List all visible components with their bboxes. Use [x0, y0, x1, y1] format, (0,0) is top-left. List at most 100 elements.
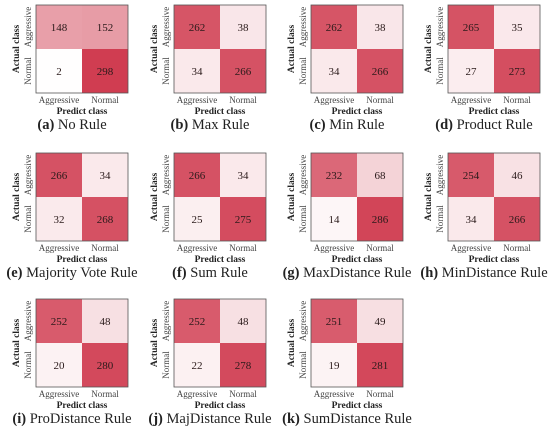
- matrix-cell: [357, 299, 403, 343]
- cell-value-label: 49: [375, 316, 387, 328]
- x-tick-label: Normal: [503, 243, 531, 253]
- panel-caption: (d) Product Rule: [416, 117, 550, 134]
- y-axis-title: Actual class: [424, 25, 434, 74]
- caption-text: MaxDistance Rule: [299, 265, 412, 281]
- confusion-matrix-svg: 254 46 34 266 Aggressive Normal Predict class A…: [424, 152, 541, 265]
- cell-value-label: 152: [97, 22, 114, 34]
- x-tick-label: Aggressive: [39, 95, 80, 105]
- panel-caption: (k) SumDistance Rule: [279, 411, 415, 428]
- confusion-matrix-svg: 266 34 25 275 Aggressive Normal Predict class A…: [150, 152, 267, 265]
- matrix-cell: [494, 5, 540, 49]
- cell-value-label: 38: [375, 22, 387, 34]
- y-tick-label: Aggressive: [161, 7, 171, 48]
- confusion-matrix-svg: 148 152 2 298 Aggressive Normal Predict class A…: [12, 4, 129, 117]
- x-tick-label: Normal: [91, 95, 119, 105]
- caption-label: (f): [172, 265, 187, 281]
- cell-value-label: 275: [235, 214, 252, 226]
- matrix-cell: [174, 153, 220, 197]
- caption-text: MajDistance Rule: [162, 411, 272, 427]
- x-tick-label: Aggressive: [314, 389, 355, 399]
- panel-caption: (j) MajDistance Rule: [142, 411, 278, 428]
- matrix-border: [35, 298, 129, 388]
- confusion-matrix-panel: 262 38 34 266 Aggressive Normal Predict class A…: [279, 0, 415, 148]
- y-axis-title: Actual class: [287, 319, 297, 368]
- matrix-border: [310, 152, 404, 242]
- matrix-cell: [220, 197, 266, 241]
- matrix-cell: [311, 5, 357, 49]
- matrix-cell: [311, 49, 357, 93]
- confusion-matrix-panel: 251 49 19 281 Aggressive Normal Predict class A…: [279, 294, 415, 442]
- caption-label: (d): [435, 117, 453, 133]
- confusion-matrix-panel: 232 68 14 286 Aggressive Normal Predict class A…: [279, 148, 415, 296]
- cell-value-label: 251: [326, 316, 343, 328]
- x-tick-label: Aggressive: [314, 243, 355, 253]
- confusion-matrix-panel: 266 34 32 268 Aggressive Normal Predict class A…: [4, 148, 140, 296]
- matrix-border: [447, 4, 541, 94]
- cell-value-label: 280: [97, 360, 114, 372]
- caption-text: MinDistance Rule: [438, 265, 548, 281]
- panel-caption: (a) No Rule: [4, 117, 140, 134]
- confusion-matrix-panel: 254 46 34 266 Aggressive Normal Predict class A…: [416, 148, 550, 296]
- matrix-cell: [357, 153, 403, 197]
- y-tick-label: Normal: [298, 205, 308, 233]
- caption-text: Sum Rule: [186, 265, 248, 281]
- x-axis-title: Predict class: [195, 255, 246, 265]
- matrix-cell: [494, 197, 540, 241]
- matrix-cell: [311, 299, 357, 343]
- matrix-cell: [357, 5, 403, 49]
- matrix-cell: [448, 197, 494, 241]
- confusion-matrix-panel: 148 152 2 298 Aggressive Normal Predict class A…: [4, 0, 140, 148]
- panel-caption: (i) ProDistance Rule: [4, 411, 140, 428]
- confusion-matrix-svg: 232 68 14 286 Aggressive Normal Predict class A…: [287, 152, 404, 265]
- cell-value-label: 48: [238, 316, 250, 328]
- matrix-cell: [311, 197, 357, 241]
- caption-label: (b): [170, 117, 189, 133]
- y-tick-label: Normal: [435, 57, 445, 85]
- confusion-matrix-svg: 262 38 34 266 Aggressive Normal Predict class A…: [287, 4, 404, 117]
- y-axis-title: Actual class: [287, 25, 297, 74]
- matrix-cell: [220, 49, 266, 93]
- caption-text: Min Rule: [325, 117, 385, 133]
- cell-value-label: 281: [372, 360, 389, 372]
- x-tick-label: Aggressive: [177, 243, 218, 253]
- y-axis-title: Actual class: [150, 319, 160, 368]
- cell-value-label: 148: [51, 22, 68, 34]
- y-tick-label: Aggressive: [298, 155, 308, 196]
- y-tick-label: Normal: [435, 205, 445, 233]
- cell-value-label: 34: [100, 170, 112, 182]
- x-tick-label: Aggressive: [39, 389, 80, 399]
- x-tick-label: Aggressive: [39, 243, 80, 253]
- matrix-cell: [220, 153, 266, 197]
- y-axis-title: Actual class: [150, 173, 160, 222]
- confusion-matrix-svg: 252 48 22 278 Aggressive Normal Predict class A…: [150, 298, 267, 411]
- caption-label: (i): [12, 411, 27, 427]
- y-axis-title: Actual class: [12, 319, 22, 368]
- matrix-cell: [357, 197, 403, 241]
- matrix-border: [173, 152, 267, 242]
- caption-text: Majority Vote Rule: [22, 265, 138, 281]
- y-axis-title: Actual class: [424, 173, 434, 222]
- cell-value-label: 34: [466, 214, 478, 226]
- panel-caption: (f) Sum Rule: [142, 265, 278, 282]
- panel-caption: (e) Majority Vote Rule: [4, 265, 140, 282]
- cell-value-label: 27: [466, 66, 478, 78]
- x-tick-label: Normal: [229, 95, 257, 105]
- cell-value-label: 266: [189, 170, 206, 182]
- cell-value-label: 262: [189, 22, 206, 34]
- x-axis-title: Predict class: [57, 401, 108, 411]
- x-axis-title: Predict class: [332, 107, 383, 117]
- matrix-border: [35, 4, 129, 94]
- y-tick-label: Aggressive: [161, 301, 171, 342]
- cell-value-label: 32: [54, 214, 65, 226]
- x-axis-title: Predict class: [332, 401, 383, 411]
- y-tick-label: Aggressive: [298, 301, 308, 342]
- y-tick-label: Aggressive: [161, 155, 171, 196]
- caption-label: (k): [282, 411, 300, 427]
- x-tick-label: Aggressive: [451, 95, 492, 105]
- cell-value-label: 46: [512, 170, 524, 182]
- caption-label: (j): [148, 411, 163, 427]
- y-tick-label: Normal: [298, 351, 308, 379]
- y-tick-label: Normal: [161, 205, 171, 233]
- confusion-matrix-svg: 265 35 27 273 Aggressive Normal Predict class A…: [424, 4, 541, 117]
- cell-value-label: 273: [509, 66, 526, 78]
